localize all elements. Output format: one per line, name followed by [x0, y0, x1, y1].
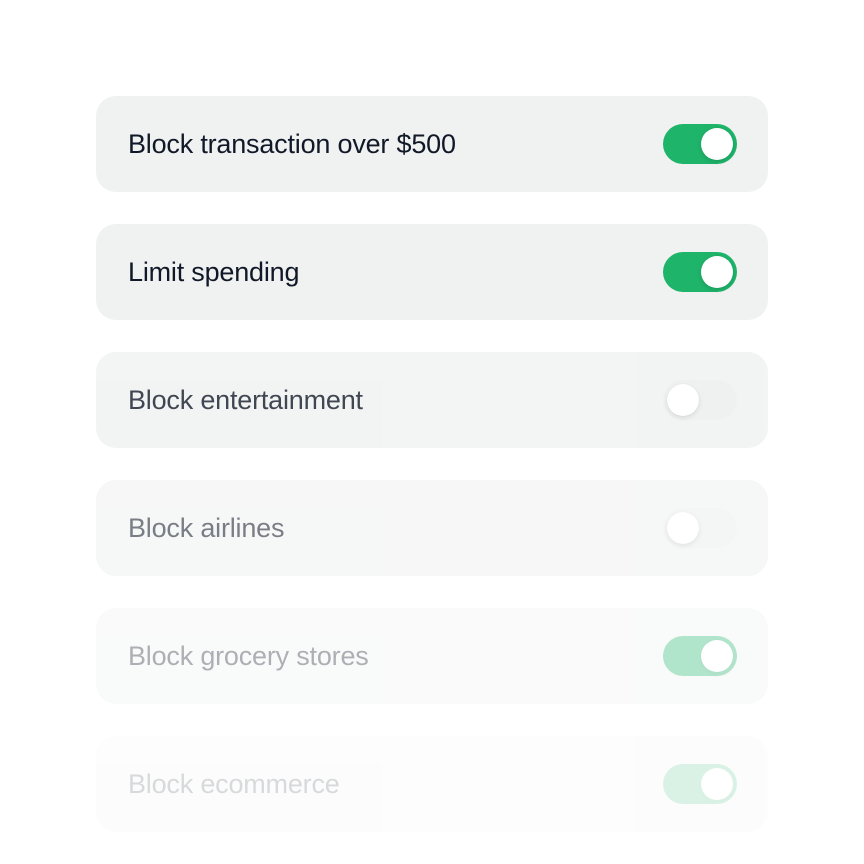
- toggle-switch[interactable]: [663, 124, 737, 164]
- toggle-switch[interactable]: [663, 252, 737, 292]
- setting-label: Block ecommerce: [128, 768, 340, 799]
- toggle-switch[interactable]: [663, 764, 737, 804]
- setting-row[interactable]: Block grocery stores: [96, 608, 768, 704]
- toggle-knob-icon: [701, 640, 733, 672]
- toggle-knob-icon: [667, 384, 699, 416]
- toggle-knob-icon: [701, 768, 733, 800]
- setting-label: Limit spending: [128, 256, 300, 287]
- setting-row[interactable]: Limit spending: [96, 224, 768, 320]
- toggle-switch[interactable]: [663, 636, 737, 676]
- toggle-knob-icon: [701, 128, 733, 160]
- setting-label: Block entertainment: [128, 384, 363, 415]
- setting-label: Block airlines: [128, 512, 285, 543]
- toggle-knob-icon: [667, 512, 699, 544]
- toggle-knob-icon: [701, 256, 733, 288]
- setting-label: Block grocery stores: [128, 640, 369, 671]
- setting-label: Block transaction over $500: [128, 128, 456, 159]
- toggle-switch[interactable]: [663, 380, 737, 420]
- settings-list: Block transaction over $500 Limit spendi…: [96, 96, 768, 864]
- toggle-switch[interactable]: [663, 508, 737, 548]
- setting-row[interactable]: Block entertainment: [96, 352, 768, 448]
- setting-row[interactable]: Block airlines: [96, 480, 768, 576]
- setting-row[interactable]: Block ecommerce: [96, 736, 768, 832]
- setting-row[interactable]: Block transaction over $500: [96, 96, 768, 192]
